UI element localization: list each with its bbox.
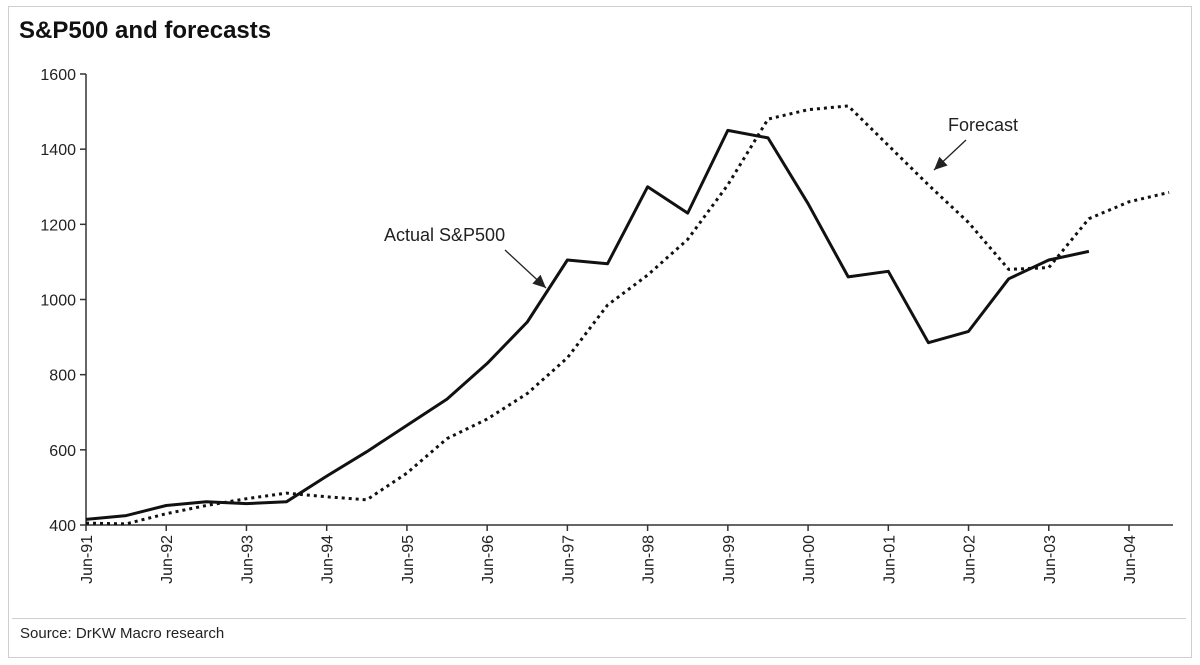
x-tick-label: Jun-99 [721,535,738,584]
annotation-actual-sp500: Actual S&P500 [384,225,505,245]
y-tick-labels: 400 600 800 1000 1200 1400 1600 [40,67,76,535]
x-tick-label: Jun-00 [801,535,818,584]
x-tick-label: Jun-03 [1042,535,1059,584]
chart-title: S&P500 and forecasts [19,17,272,44]
source-note: Source: DrKW Macro research [20,625,225,642]
series-lines [85,104,1170,526]
series-line-forecast [85,104,1170,526]
x-tick-label: Jun-94 [320,535,337,584]
y-tick-label: 1600 [40,67,76,84]
x-tick-label: Jun-01 [881,535,898,584]
x-tick-label: Jun-97 [560,535,577,584]
x-tick-label: Jun-95 [400,535,417,584]
x-tick-labels: Jun-91 Jun-92 Jun-93 Jun-94 Jun-95 Jun-96 Jun-… [79,535,1139,584]
footer-divider [12,618,1186,619]
x-tick-label: Jun-91 [79,535,96,584]
series-line-actual [85,128,1090,521]
annotation-forecast: Forecast [948,115,1018,135]
x-tick-label: Jun-93 [239,535,256,584]
x-tick-label: Jun-96 [480,535,497,584]
y-tick-label: 1400 [40,142,76,159]
y-tick-label: 1200 [40,217,76,234]
x-tick-label: Jun-02 [962,535,979,584]
annotations: Actual S&P500 Forecast [384,115,1018,289]
axes [80,73,1173,531]
chart-frame [8,6,1192,658]
x-tick-label: Jun-04 [1122,535,1139,584]
y-tick-label: 1000 [40,293,76,310]
x-tick-label: Jun-92 [159,535,176,584]
y-tick-label: 600 [49,443,76,460]
x-tick-label: Jun-98 [641,535,658,584]
y-tick-label: 800 [49,368,76,385]
y-tick-label: 400 [49,518,76,535]
annotation-arrow-actual-head [532,274,546,288]
annotation-arrow-forecast-head [934,156,948,170]
